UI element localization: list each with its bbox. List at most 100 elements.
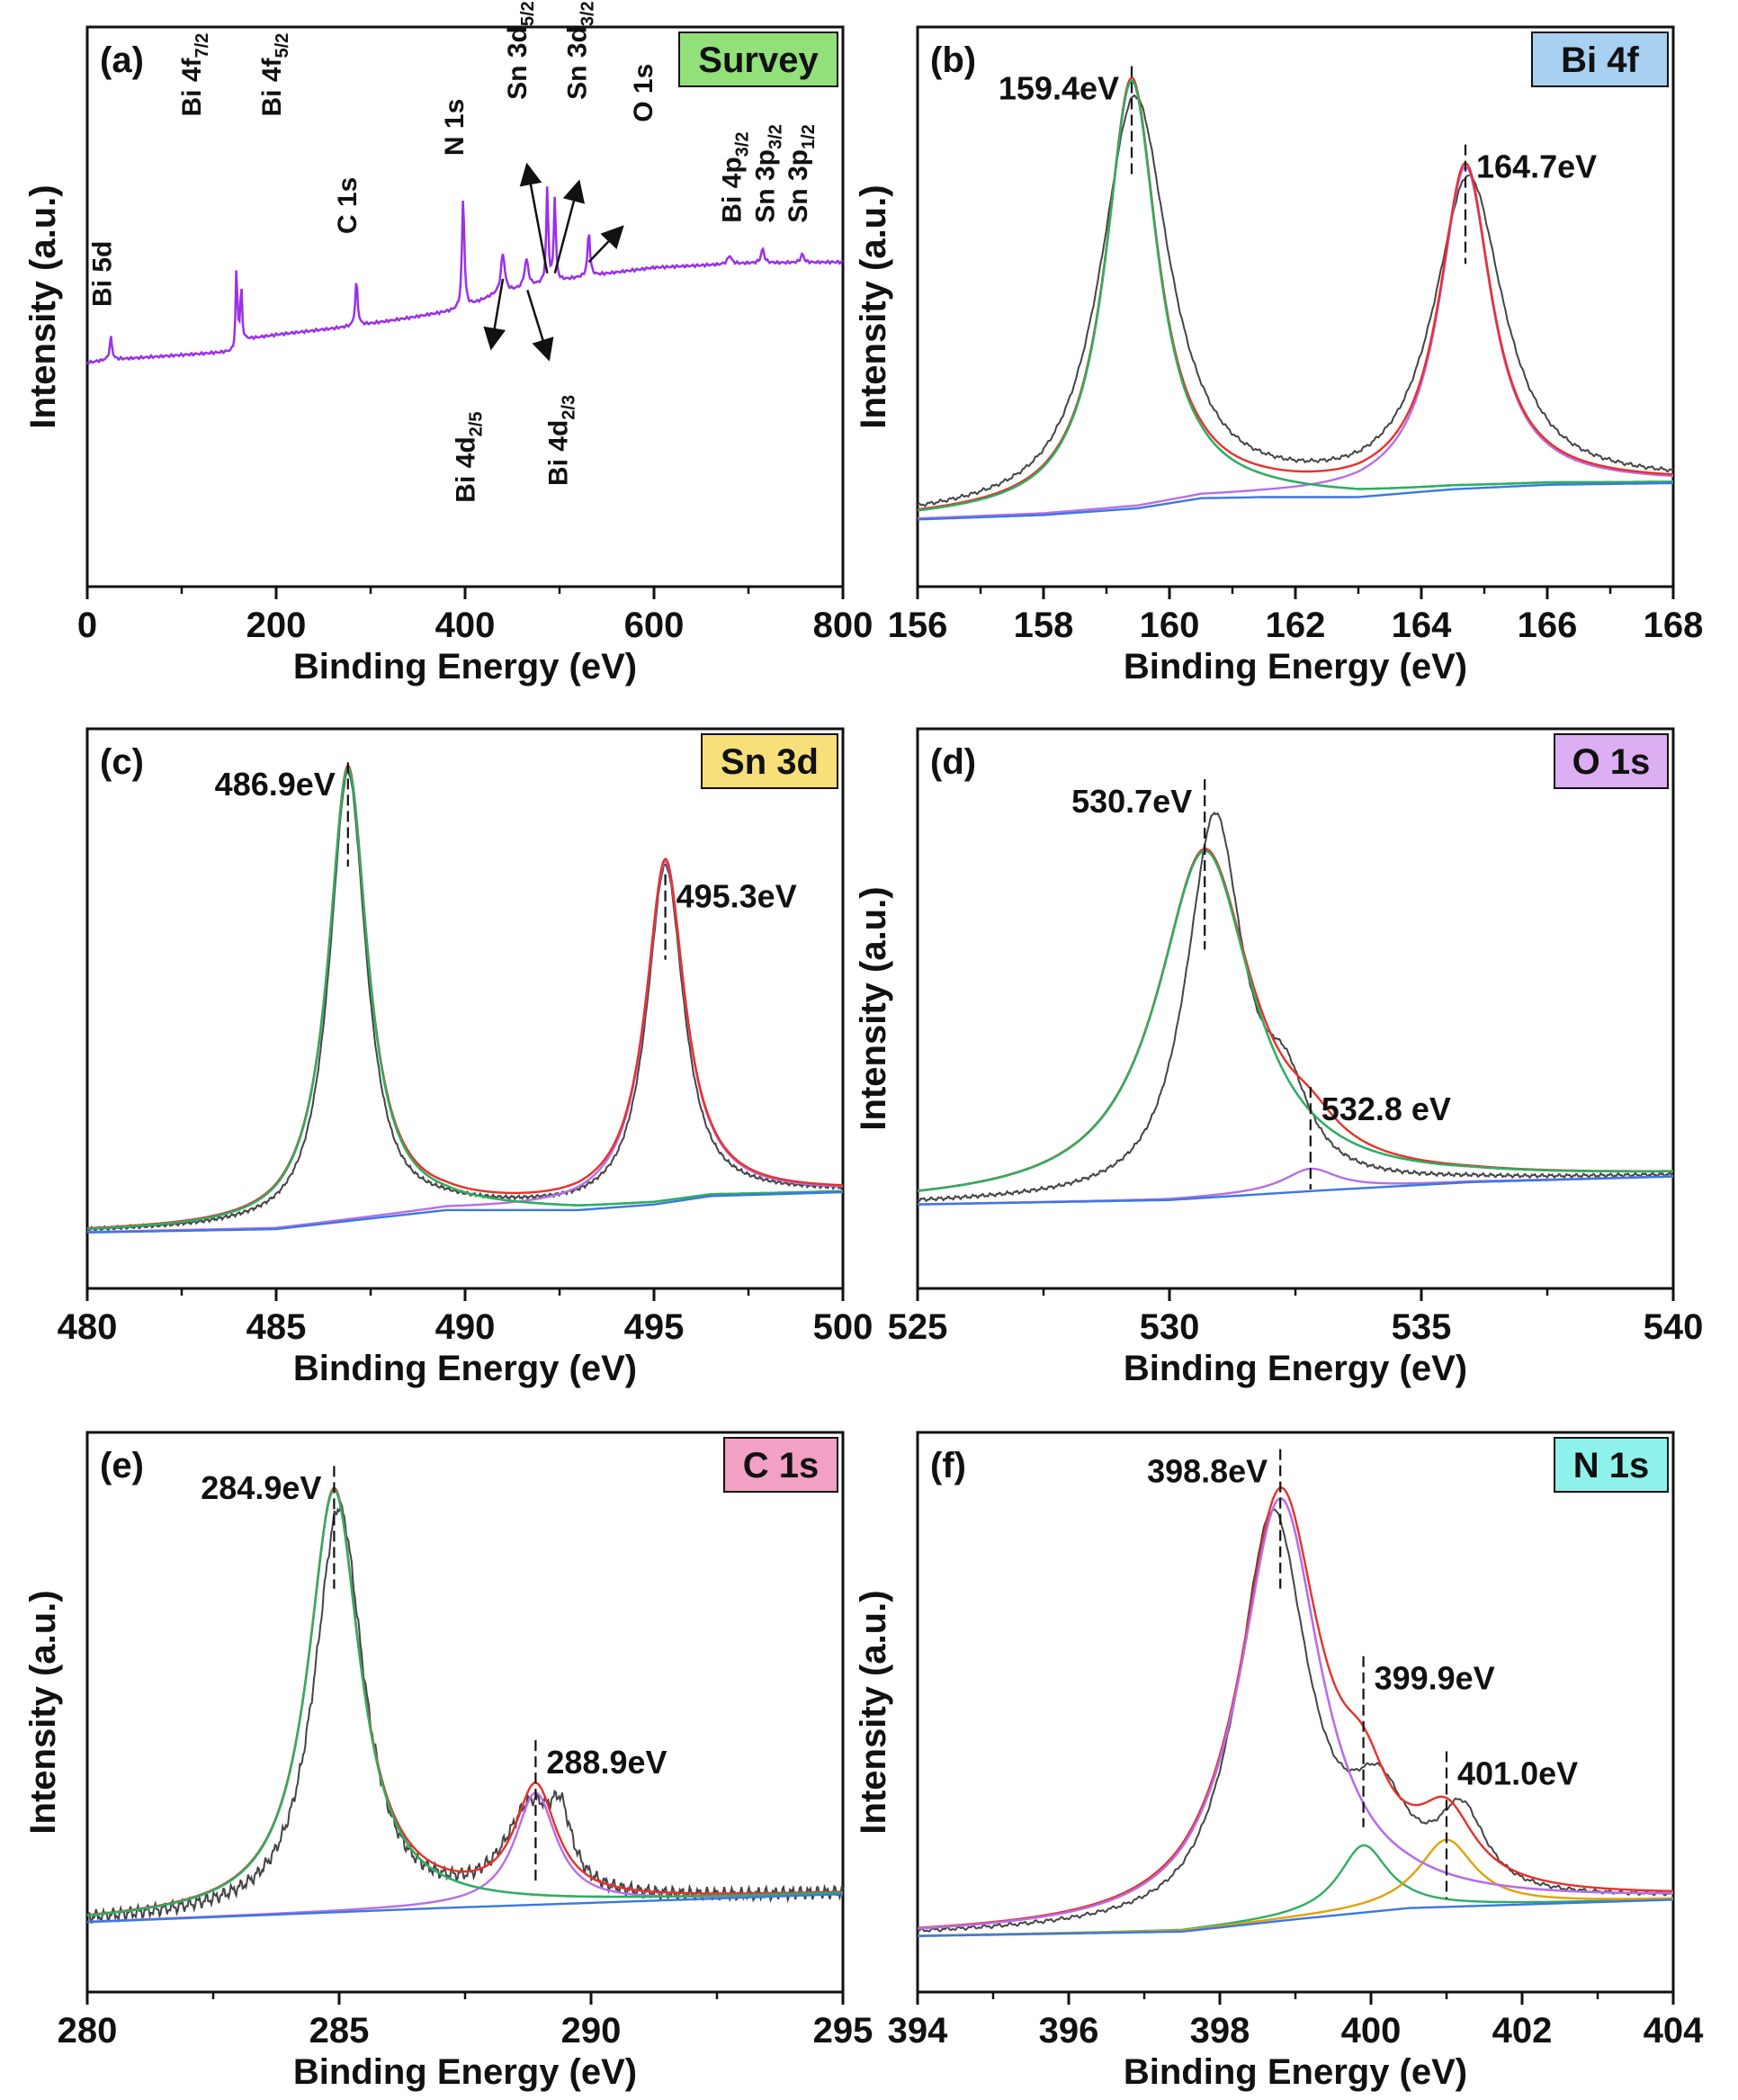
panel-d: 525 530 535 540 Binding Energy (eV) Intensity… xyxy=(854,727,1703,1388)
x-axis-title: Binding Energy (eV) xyxy=(1124,1349,1467,1388)
x-axis-title: Binding Energy (eV) xyxy=(293,1349,637,1388)
peak-label: 401.0eV xyxy=(1457,1754,1578,1791)
series-component-main xyxy=(918,1497,1673,1930)
x-tick-label: 160 xyxy=(1140,606,1200,645)
y-axis-title: Intensity (a.u.) xyxy=(854,886,893,1130)
arrow-icon xyxy=(483,278,506,351)
series-raw xyxy=(917,94,1674,507)
panel-letter: (a) xyxy=(100,40,144,80)
peak-label: 399.9eV xyxy=(1375,1660,1495,1697)
series-component-main xyxy=(86,767,843,1230)
plot-frame xyxy=(916,727,1675,1290)
survey-peak-label: N 1s xyxy=(440,99,470,156)
series-envelope xyxy=(917,76,1674,511)
x-tick-label: 285 xyxy=(309,2011,370,2051)
series-component xyxy=(917,849,1673,1192)
x-tick-label: 500 xyxy=(813,1307,873,1347)
x-tick-label: 164 xyxy=(1392,606,1452,645)
x-tick-label: 525 xyxy=(888,1307,948,1347)
x-tick-label: 398 xyxy=(1190,2011,1250,2051)
x-tick-label: 162 xyxy=(1266,606,1326,645)
survey-peak-label: Sn 3p3/2 xyxy=(750,124,785,223)
series-envelope xyxy=(86,765,844,1230)
panel-e: 280 285 290 295 Binding Energy (eV) Intensity… xyxy=(23,1431,873,2092)
x-tick-label: 400 xyxy=(1341,2011,1402,2051)
series-background xyxy=(918,1175,1673,1206)
series-survey xyxy=(85,186,844,365)
peak-label: 532.8 eV xyxy=(1321,1090,1451,1127)
series-component xyxy=(86,767,843,1230)
series-raw xyxy=(86,1500,844,1925)
badge-text: N 1s xyxy=(1573,1446,1650,1485)
x-tick-label: 0 xyxy=(77,606,97,645)
badge-box xyxy=(1531,31,1669,87)
series-raw xyxy=(917,812,1674,1203)
arrow-icon xyxy=(553,179,585,274)
peak-label: 284.9eV xyxy=(201,1469,321,1506)
y-axis-title: Intensity (a.u.) xyxy=(854,184,893,428)
badge-box xyxy=(1554,733,1669,789)
x-tick-label: 166 xyxy=(1518,606,1578,645)
peak-label: 159.4eV xyxy=(999,69,1119,106)
series-component xyxy=(86,1488,843,1916)
series-background xyxy=(87,1190,844,1234)
series-component xyxy=(918,1497,1673,1930)
survey-peak-label: C 1s xyxy=(333,177,363,234)
peak-label: 486.9eV xyxy=(215,766,336,803)
survey-peak-label: Bi 4p3/2 xyxy=(718,132,753,223)
series-background xyxy=(917,481,1673,521)
x-tick-label: 495 xyxy=(624,1307,685,1347)
x-tick-label: 290 xyxy=(561,2011,622,2051)
y-axis-title: Intensity (a.u.) xyxy=(854,1590,893,1834)
badge-text: Bi 4f xyxy=(1561,40,1639,80)
y-axis-title: Intensity (a.u.) xyxy=(23,184,63,428)
badge-box xyxy=(678,31,838,87)
arrow-icon xyxy=(519,162,549,274)
badge-text: Survey xyxy=(698,40,819,80)
panel-b: 156 158 160 162 164 166 168 Binding Energy (eV)… xyxy=(854,25,1704,687)
series-envelope xyxy=(86,1486,844,1916)
x-tick-label: 400 xyxy=(435,606,496,645)
arrow-icon xyxy=(526,289,554,362)
panel-letter: (d) xyxy=(930,742,976,782)
plot-frame xyxy=(916,25,1675,588)
survey-peak-label: Sn 3d3/2 xyxy=(562,1,597,100)
x-tick-label: 535 xyxy=(1392,1307,1452,1347)
x-tick-label: 480 xyxy=(58,1307,118,1347)
survey-peak-label: Bi 4d2/3 xyxy=(543,395,578,486)
x-tick-label: 156 xyxy=(888,606,948,645)
peak-label: 530.7eV xyxy=(1071,783,1192,820)
series-raw xyxy=(917,1508,1674,1933)
x-tick-label: 158 xyxy=(1014,606,1074,645)
y-axis-title: Intensity (a.u.) xyxy=(23,1590,63,1834)
panel-a: 0 200 400 600 800 Binding Energy (eV) Intensit… xyxy=(23,1,873,687)
x-tick-label: 280 xyxy=(58,2011,118,2051)
panel-letter: (c) xyxy=(100,742,144,782)
badge-box xyxy=(1554,1437,1669,1493)
survey-peak-label: Bi 4f5/2 xyxy=(257,33,292,117)
x-tick-label: 295 xyxy=(813,2011,873,2051)
series-component xyxy=(86,860,843,1234)
series-background xyxy=(918,1898,1673,1937)
x-tick-label: 396 xyxy=(1039,2011,1099,2051)
peak-label: 288.9eV xyxy=(546,1744,667,1781)
panel-letter: (e) xyxy=(100,1446,144,1485)
x-tick-label: 600 xyxy=(624,606,685,645)
x-tick-label: 402 xyxy=(1492,2011,1553,2051)
survey-peak-label: O 1s xyxy=(629,64,658,122)
peak-label: 495.3eV xyxy=(676,878,797,915)
x-tick-label: 485 xyxy=(246,1307,307,1347)
x-axis-title: Binding Energy (eV) xyxy=(293,647,637,687)
badge-box xyxy=(701,733,838,789)
badge-text: Sn 3d xyxy=(721,742,819,782)
series-component-main xyxy=(86,1488,843,1916)
x-tick-label: 168 xyxy=(1644,606,1704,645)
x-axis-title: Binding Energy (eV) xyxy=(1124,2052,1467,2092)
arrow-icon xyxy=(587,225,624,264)
series-component-main xyxy=(917,849,1673,1192)
series-envelope xyxy=(917,1486,1673,1929)
panel-letter: (b) xyxy=(930,40,976,80)
badge-text: C 1s xyxy=(743,1446,820,1485)
peak-label: 398.8eV xyxy=(1147,1453,1268,1490)
